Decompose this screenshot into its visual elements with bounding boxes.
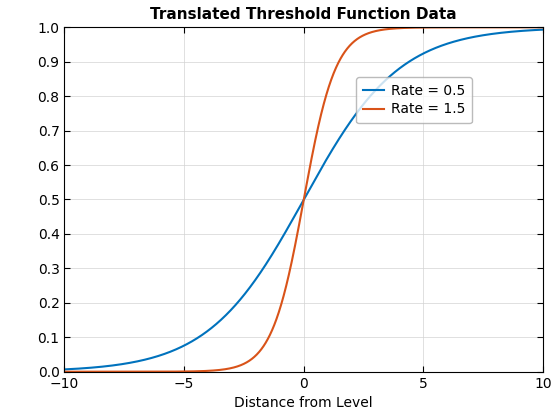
Rate = 1.5 — [526, 25, 533, 30]
Rate = 1.5 — [526, 25, 533, 30]
Title: Translated Threshold Function Data: Translated Threshold Function Data — [151, 7, 457, 22]
Rate = 0.5 — [86, 365, 92, 370]
Rate = 1.5 — [438, 25, 445, 30]
Rate = 0.5 — [540, 27, 547, 32]
Line: Rate = 1.5: Rate = 1.5 — [64, 27, 543, 372]
Rate = 0.5 — [438, 43, 445, 48]
Rate = 1.5 — [86, 369, 92, 374]
X-axis label: Distance from Level: Distance from Level — [235, 396, 373, 410]
Rate = 1.5 — [281, 290, 288, 295]
Rate = 0.5 — [294, 209, 301, 214]
Rate = 0.5 — [281, 231, 288, 236]
Rate = 0.5 — [526, 28, 533, 33]
Rate = 1.5 — [294, 232, 301, 237]
Rate = 0.5 — [61, 367, 68, 372]
Rate = 0.5 — [526, 28, 533, 33]
Rate = 1.5 — [61, 369, 68, 374]
Legend: Rate = 0.5, Rate = 1.5: Rate = 0.5, Rate = 1.5 — [356, 77, 472, 123]
Rate = 1.5 — [540, 25, 547, 30]
Line: Rate = 0.5: Rate = 0.5 — [64, 29, 543, 370]
